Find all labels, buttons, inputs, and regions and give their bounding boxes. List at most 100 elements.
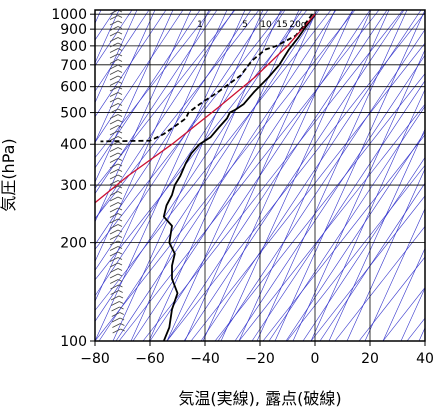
skew-line [292, 48, 425, 341]
wind-barb-flag [117, 158, 123, 161]
wind-barb [109, 141, 119, 147]
wind-barb [109, 147, 119, 152]
wind-barb-flag [120, 328, 125, 332]
skew-line [95, 10, 212, 159]
wind-barb-flag [117, 235, 123, 238]
skew-line [148, 10, 300, 341]
wind-barb-flag [117, 202, 123, 205]
wind-barb [109, 48, 119, 53]
parcel-line [95, 13, 316, 204]
wind-barb-flag [117, 53, 123, 57]
dry-adiabat-line [95, 10, 184, 143]
mixing-ratio-label: 10 [260, 20, 272, 30]
wind-barb-flag [117, 141, 123, 145]
wind-barb-flag [117, 125, 123, 128]
wind-barb [109, 108, 119, 114]
skew-line [406, 317, 425, 341]
skew-line [286, 164, 425, 341]
wind-barb [109, 97, 119, 103]
temperature-line [162, 13, 316, 341]
skew-line [346, 168, 425, 341]
dry-adiabat-line [166, 10, 388, 341]
skew-line [220, 10, 372, 341]
wind-barb [112, 328, 121, 334]
wind-barb-flag [117, 26, 123, 29]
wind-barb-flag [117, 174, 123, 178]
skew-line [95, 10, 228, 303]
wind-barb [109, 262, 119, 268]
wind-barb [109, 81, 119, 86]
skew-line [238, 10, 390, 341]
wind-barb-flag [117, 246, 123, 249]
wind-barb [109, 246, 119, 251]
skew-line [214, 73, 425, 341]
wind-barb-flag [117, 59, 123, 62]
skew-line [238, 103, 425, 341]
wind-barb-flag [117, 218, 123, 222]
wind-barb-flag [117, 136, 123, 139]
wind-barb-flag [117, 196, 123, 200]
wind-barb-flag [117, 70, 123, 73]
wind-barb [109, 213, 119, 218]
mixing-ratio-label: 20g [289, 20, 306, 30]
y-tick-label: 300 [60, 178, 87, 194]
wind-barb [109, 130, 119, 136]
dry-adiabat-line [268, 105, 425, 341]
wind-barb [109, 207, 119, 213]
wind-barb [112, 323, 121, 328]
dry-adiabat-line [302, 156, 425, 341]
skew-line [400, 287, 425, 341]
wind-barb [109, 235, 119, 240]
wind-barb [109, 229, 119, 235]
wind-barb [109, 136, 119, 141]
wind-barb [111, 317, 121, 323]
wind-barb [109, 240, 119, 246]
wind-barb [111, 312, 121, 317]
dry-adiabat-line [285, 131, 425, 341]
wind-barb [109, 37, 119, 42]
wind-barb [109, 64, 119, 70]
wind-barb [109, 103, 119, 108]
wind-barb-flag [117, 207, 123, 211]
wind-barb-flag [117, 92, 123, 95]
wind-barb-flag [117, 86, 123, 90]
wind-barb-flag [117, 185, 123, 189]
wind-barb-flag [117, 103, 123, 106]
wind-barb-flag [118, 284, 123, 288]
profile-series [95, 13, 316, 341]
x-tick-label: −20 [245, 351, 275, 367]
mixing-ratio-labels: 1 5 10 15 20g [197, 20, 306, 30]
wind-barb [109, 15, 119, 20]
wind-barb-flag [117, 273, 123, 277]
y-tick-label: 800 [60, 39, 87, 55]
dry-adiabat-line [251, 80, 425, 341]
wind-barb [109, 114, 119, 119]
skew-line [262, 134, 425, 341]
wind-barb [109, 174, 119, 180]
skew-line [190, 42, 425, 341]
skew-line [358, 256, 425, 341]
skew-line [334, 225, 425, 341]
wind-barb [109, 191, 119, 196]
wind-barb [109, 26, 119, 31]
skew-line [364, 207, 425, 341]
wind-barb-flag [117, 279, 123, 282]
wind-barb-flag [117, 64, 123, 68]
dry-adiabat-line [115, 10, 337, 341]
wind-barb [109, 218, 119, 224]
y-tick-label: 100 [60, 334, 87, 350]
wind-barb-flag [117, 37, 123, 40]
dewpoint-line [100, 13, 314, 143]
wind-barb-flag [117, 224, 123, 227]
x-tick-label: −80 [80, 351, 110, 367]
wind-barb [109, 31, 119, 37]
wind-barb-flag [118, 295, 124, 299]
dry-adiabat-line [95, 10, 218, 195]
x-tick-label: 20 [361, 351, 379, 367]
wind-barb-flag [117, 108, 123, 112]
x-tick-label: −40 [190, 351, 220, 367]
wind-barb [109, 42, 119, 48]
wind-barb [109, 125, 119, 130]
